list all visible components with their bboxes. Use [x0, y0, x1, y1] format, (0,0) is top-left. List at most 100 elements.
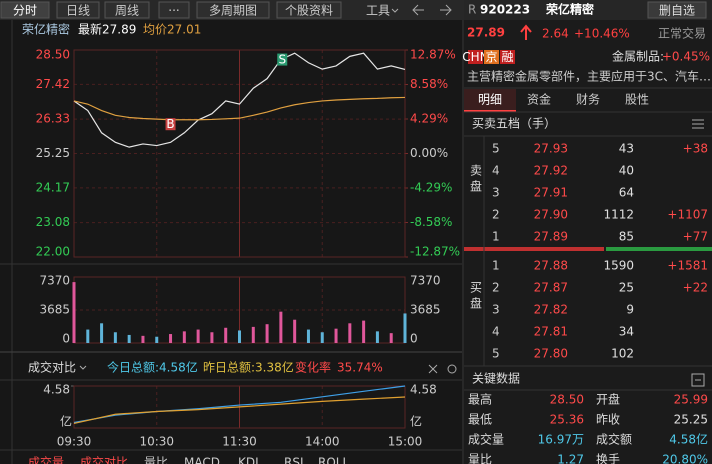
y-tick-label: 3685 [39, 303, 70, 317]
key-data-title: 关键数据 [472, 371, 520, 386]
volume-bar [72, 282, 76, 343]
volume-bar [265, 324, 269, 343]
y-tick-label: 24.17 [36, 180, 70, 194]
panel-tab[interactable]: 财务 [576, 92, 600, 107]
volume-bar [251, 326, 255, 343]
price-line [73, 396, 406, 425]
volume-bar [403, 313, 407, 343]
dropdown-icon[interactable] [79, 365, 87, 370]
signal-marker [277, 53, 288, 66]
order-level: 2 [492, 208, 500, 222]
y2-tick-label: 8.58% [410, 77, 448, 91]
stock-code: 920223 [480, 3, 530, 17]
key-label: 开盘 [596, 392, 620, 407]
tab-box[interactable] [196, 1, 270, 19]
key-label: 成交量 [468, 432, 504, 447]
order-volume: 102 [611, 347, 634, 361]
legend-entry: 昨日总额:3.38亿 [203, 360, 294, 375]
indicator-tab[interactable]: MACD [184, 456, 220, 464]
indicator-tab[interactable]: 量比 [144, 456, 168, 464]
order-price: 27.93 [534, 142, 568, 156]
volume-bar [127, 334, 131, 343]
tab-box[interactable] [158, 1, 190, 19]
tools-menu: 工具 [366, 4, 390, 18]
key-value: 20.80% [662, 453, 708, 464]
key-label: 最低 [468, 413, 492, 427]
volume-bar [334, 328, 338, 343]
trade-status: 正常交易 [658, 26, 706, 41]
y-tick-label: 22.00 [36, 245, 70, 259]
order-level: 1 [492, 230, 500, 244]
volume-bar [362, 320, 366, 343]
order-price: 27.80 [534, 347, 568, 361]
x-tick-label: 14:00 [305, 435, 340, 449]
key-label: 昨收 [596, 413, 620, 427]
badge [484, 50, 499, 64]
y-tick-label: 7370 [39, 274, 70, 288]
x-tick-label: 10:30 [139, 435, 174, 449]
tab-box[interactable] [0, 1, 50, 19]
tab-box[interactable] [104, 1, 150, 19]
panel-tab[interactable]: 资金 [527, 92, 551, 107]
settings-icon[interactable] [447, 364, 457, 374]
y-tick-label: 26.33 [36, 112, 70, 126]
signal-marker [165, 118, 176, 131]
key-label: 成交额 [596, 432, 632, 447]
price-line [73, 385, 406, 424]
button[interactable] [647, 1, 707, 19]
stock-name: 荣亿精密 [545, 2, 594, 17]
ratio-bar [606, 247, 712, 251]
key-value: 28.50 [550, 393, 584, 407]
close-icon[interactable] [428, 364, 438, 374]
latest-price: 最新27.89 [78, 22, 136, 37]
menu-icon[interactable] [692, 119, 704, 129]
order-volume: 34 [619, 325, 634, 339]
order-volume: 1112 [603, 208, 634, 222]
tab-box[interactable] [56, 1, 100, 19]
price-line [73, 96, 406, 121]
signal-label: B [166, 117, 174, 131]
order-volume: 85 [619, 230, 634, 244]
signal-label: S [278, 53, 286, 67]
panel-tab[interactable]: 股性 [625, 93, 649, 107]
tab-box[interactable] [276, 1, 342, 19]
y2-tick-label: -4.29% [410, 181, 452, 195]
panel-tab[interactable]: 明细 [478, 93, 502, 107]
indicator-tab[interactable]: 成交对比 [80, 455, 128, 464]
price-change-pct: +10.46% [574, 27, 630, 41]
order-level: 3 [492, 186, 500, 200]
order-price: 27.90 [534, 208, 568, 222]
order-change: +22 [683, 281, 708, 295]
nav-icons[interactable] [412, 4, 452, 16]
key-value: 25.25 [674, 413, 708, 427]
key-value: 25.99 [674, 393, 708, 407]
volume-bar [182, 331, 186, 343]
volume-bar [224, 327, 228, 343]
y-tick-label: 25.25 [36, 146, 70, 160]
order-level: 5 [492, 347, 500, 361]
x-tick-label: 15:00 [388, 435, 423, 449]
badge-label: 京 [485, 50, 497, 64]
side-label: 卖盘 [469, 164, 483, 196]
key-label: 最高 [468, 392, 492, 407]
price-change: 2.64 [542, 27, 569, 41]
order-change: +77 [683, 230, 708, 244]
toolbar-tab: ··· [168, 4, 179, 18]
order-level: 3 [492, 303, 500, 317]
y-tick-label: 0 [410, 332, 418, 346]
indicator-tab[interactable]: ROLL [318, 456, 349, 464]
chart-stock-name: 荣亿精密 [22, 22, 70, 37]
indicator-tab[interactable]: RSI [284, 456, 304, 464]
change-label: 变化率 [295, 360, 331, 375]
order-volume: 64 [619, 186, 634, 200]
indicator-tab[interactable]: KDJ [238, 456, 259, 464]
market: R [468, 3, 476, 17]
y-tick-label: 3685 [410, 303, 441, 317]
order-volume: 9 [626, 303, 634, 317]
indicator-tab[interactable]: 成交量 [28, 455, 64, 464]
collapse-icon[interactable] [691, 373, 705, 387]
sector: 金属制品: [612, 49, 664, 64]
y2-tick-label: 0.00% [410, 146, 448, 160]
change-value: 35.74% [337, 361, 383, 375]
dropdown-icon[interactable] [391, 8, 399, 13]
